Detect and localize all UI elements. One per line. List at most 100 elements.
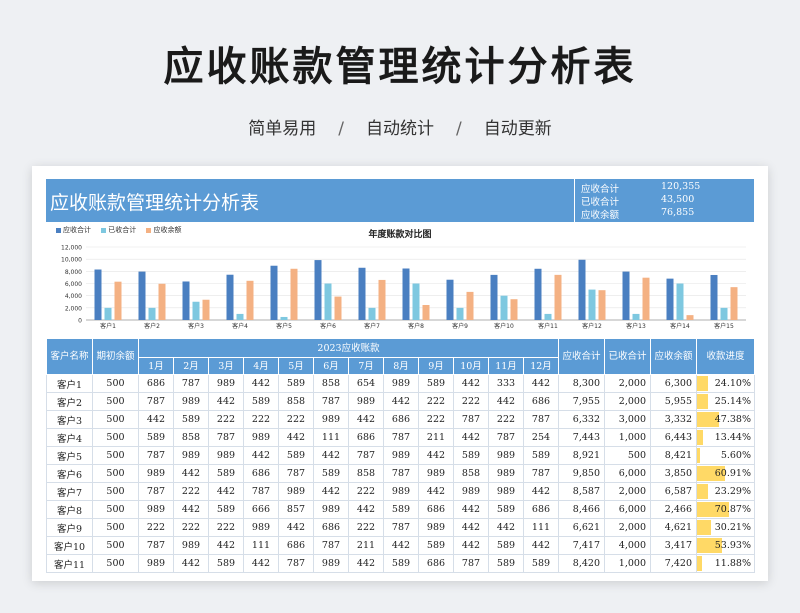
cell-month: 989 [173, 536, 209, 555]
cell-opening: 500 [92, 410, 139, 429]
cell-month: 222 [243, 410, 279, 429]
header-month: 2月 [173, 357, 209, 375]
cell-opening: 500 [92, 392, 139, 411]
cell-month: 589 [278, 446, 314, 465]
cell-month: 787 [523, 464, 559, 483]
cell-month: 989 [313, 554, 349, 573]
cell-receivable: 8,587 [558, 482, 605, 501]
y-tick-label: 0 [78, 318, 82, 325]
x-tick-label: 客户2 [144, 322, 160, 330]
table-row: 客户10 500 787 989 442 111 686 787 211 442 589 442 589… [46, 536, 755, 555]
bar-received [192, 301, 200, 320]
cell-received: 3,000 [604, 410, 651, 429]
cell-month: 686 [138, 374, 174, 393]
legend-item: 已收合计 [101, 225, 136, 235]
cell-month: 589 [418, 374, 454, 393]
header-month: 9月 [418, 357, 454, 375]
bar-receivable [94, 269, 102, 320]
cell-month: 858 [278, 392, 314, 411]
bar-balance [510, 299, 518, 320]
cell-receivable: 8,466 [558, 500, 605, 519]
cell-month: 442 [523, 482, 559, 501]
table-row: 客户1 500 686 787 989 442 589 858 654 989 589 442 333 4… [46, 374, 755, 393]
header-month: 8月 [383, 357, 419, 375]
legend-label: 已收合计 [108, 226, 137, 234]
cell-month: 442 [523, 374, 559, 393]
cell-month: 858 [173, 428, 209, 447]
header-month: 7月 [348, 357, 384, 375]
cell-month: 686 [383, 410, 419, 429]
cell-month: 989 [488, 464, 524, 483]
header-month: 4月 [243, 357, 279, 375]
cell-month: 589 [278, 374, 314, 393]
cell-month: 222 [418, 392, 454, 411]
bar-receivable [182, 281, 190, 320]
bar-receivable [226, 274, 234, 320]
progress-bar-fill [697, 448, 701, 463]
x-tick-label: 客户10 [494, 322, 514, 330]
summary-balance: 应收余额 76,855 [575, 207, 755, 221]
cell-month: 989 [418, 464, 454, 483]
cell-balance: 8,421 [650, 446, 697, 465]
progress-text: 5.60% [720, 450, 751, 461]
progress-text: 60.91% [714, 468, 751, 479]
progress-bar-fill [697, 466, 725, 481]
header-client: 客户名称 [46, 338, 93, 375]
cell-month: 442 [348, 410, 384, 429]
table-row: 客户5 500 787 989 989 442 589 442 787 989 442 589 989 5… [46, 446, 755, 465]
cell-month: 589 [523, 446, 559, 465]
cell-month: 989 [453, 482, 489, 501]
cell-month: 442 [243, 446, 279, 465]
cell-month: 222 [138, 518, 174, 537]
bar-received [720, 307, 728, 320]
cell-receivable: 6,332 [558, 410, 605, 429]
chart-title: 年度账款对比图 [368, 230, 432, 240]
x-tick-label: 客户9 [452, 322, 468, 330]
cell-month: 222 [278, 410, 314, 429]
header-month: 6月 [313, 357, 349, 375]
table-row: 客户11 500 989 442 589 442 787 989 442 589 686 787 589… [46, 554, 755, 573]
header-month: 11月 [488, 357, 524, 375]
cell-month: 787 [208, 428, 244, 447]
bar-received [368, 307, 376, 320]
cell-month: 589 [488, 554, 524, 573]
receivables-table: 客户名称 期初余额 2023应收账款 应收合计 已收合计 应收余额 收款进度 1… [46, 338, 755, 573]
cell-month: 442 [418, 482, 454, 501]
legend-swatch [56, 227, 61, 233]
cell-received: 500 [604, 446, 651, 465]
cell-balance: 6,587 [650, 482, 697, 501]
legend-item: 应收余额 [146, 225, 181, 235]
bar-received [676, 283, 684, 320]
cell-month: 111 [313, 428, 349, 447]
cell-month: 989 [348, 392, 384, 411]
cell-month: 442 [208, 482, 244, 501]
bar-received [324, 283, 332, 320]
progress-bar-fill [697, 502, 730, 517]
cell-receivable: 8,921 [558, 446, 605, 465]
tagline-auto-update: 自动更新 [483, 119, 552, 139]
header-received: 已收合计 [604, 338, 651, 375]
cell-received: 6,000 [604, 464, 651, 483]
cell-month: 989 [138, 500, 174, 519]
bar-balance [202, 299, 210, 320]
cell-month: 589 [138, 428, 174, 447]
cell-month: 442 [208, 392, 244, 411]
cell-month: 989 [173, 392, 209, 411]
bar-received [544, 313, 552, 320]
cell-client: 客户5 [46, 446, 93, 465]
sheet-title: 应收账款管理统计分析表 [50, 192, 260, 214]
cell-month: 222 [208, 410, 244, 429]
bar-balance [334, 296, 342, 320]
x-tick-label: 客户5 [276, 322, 292, 330]
cell-client: 客户6 [46, 464, 93, 483]
header-balance: 应收余额 [650, 338, 697, 375]
y-tick-label: 2,000 [65, 305, 82, 312]
cell-month: 589 [383, 500, 419, 519]
bar-receivable [138, 271, 146, 320]
bar-receivable [534, 268, 542, 320]
bar-received [588, 289, 596, 320]
x-tick-label: 客户11 [538, 322, 558, 330]
cell-month: 787 [523, 410, 559, 429]
bar-received [148, 307, 156, 320]
progress-text: 70.87% [714, 504, 751, 515]
